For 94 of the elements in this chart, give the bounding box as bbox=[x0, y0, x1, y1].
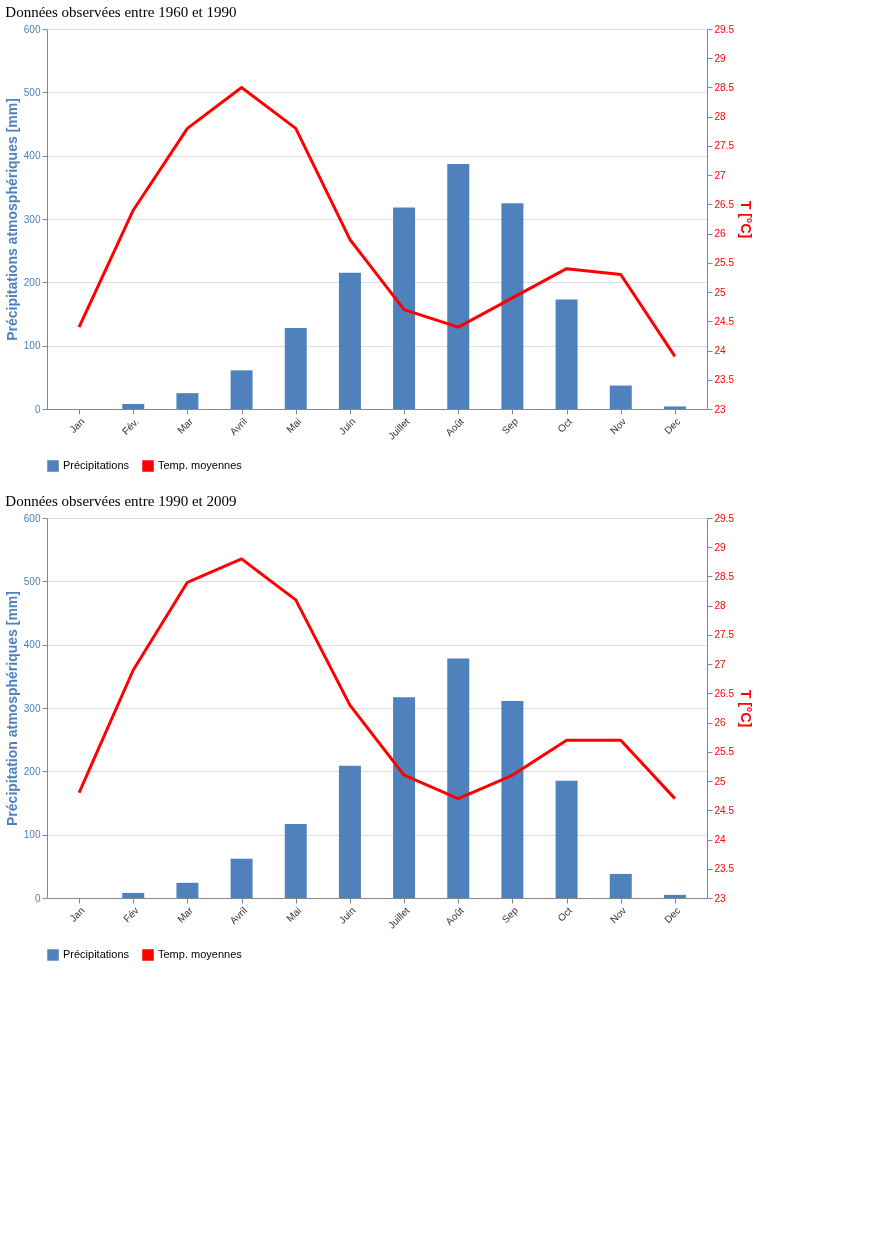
y2-tick-label: 28.5 bbox=[714, 81, 735, 93]
x-tick-label: Mar bbox=[175, 904, 196, 925]
bar bbox=[122, 403, 145, 409]
x-tick-label: Nov bbox=[607, 904, 629, 926]
bar bbox=[447, 163, 470, 409]
x-tick-label: Dec bbox=[662, 904, 683, 926]
y-tick-label: 600 bbox=[23, 23, 41, 35]
legend-label: Temp. moyennes bbox=[158, 459, 243, 471]
x-tick-label: Nov bbox=[607, 415, 629, 437]
legend-label: Précipitations bbox=[63, 459, 130, 471]
y2-tick-label: 24 bbox=[714, 345, 727, 357]
y2-tick-label: 25 bbox=[714, 286, 727, 298]
y2-tick-label: 28.5 bbox=[714, 570, 735, 582]
y2-tick-label: 24.5 bbox=[714, 804, 735, 816]
y2-tick-label: 29 bbox=[714, 541, 727, 553]
x-tick-label: Mai bbox=[284, 415, 304, 435]
bar bbox=[501, 701, 524, 898]
bar bbox=[176, 393, 199, 409]
y2-tick-label: 23 bbox=[714, 892, 727, 904]
y2-tick-label: 29.5 bbox=[714, 23, 735, 35]
bar bbox=[338, 765, 361, 898]
y-tick-label: 300 bbox=[23, 702, 41, 714]
y2-tick-label: 23.5 bbox=[714, 863, 735, 875]
bar bbox=[609, 873, 632, 898]
bar bbox=[284, 823, 307, 898]
y-tick-label: 100 bbox=[23, 340, 41, 352]
y-tick-label: 600 bbox=[23, 512, 41, 524]
y-tick-label: 0 bbox=[34, 892, 41, 904]
y2-tick-label: 25.5 bbox=[714, 746, 735, 758]
y-tick-label: 200 bbox=[23, 765, 41, 777]
bar bbox=[447, 658, 470, 898]
x-tick-label: Fév bbox=[121, 904, 141, 925]
y2-axis-title: T [°C] bbox=[737, 200, 754, 239]
bar bbox=[393, 697, 416, 898]
x-tick-label: Mai bbox=[284, 904, 304, 924]
line-series bbox=[77, 85, 677, 358]
y2-tick-label: 25.5 bbox=[714, 257, 735, 269]
legend-label: Temp. moyennes bbox=[158, 948, 243, 960]
y-tick-label: 400 bbox=[23, 150, 41, 162]
chart-title: Données observées entre 1990 et 2009 bbox=[5, 493, 237, 509]
x-tick-label: Sep bbox=[499, 904, 521, 926]
y2-tick-label: 24.5 bbox=[714, 315, 735, 327]
y-tick-label: 0 bbox=[34, 403, 41, 415]
y2-tick-label: 26 bbox=[714, 228, 727, 240]
y2-tick-label: 28 bbox=[714, 600, 727, 612]
bar bbox=[176, 882, 199, 898]
y-tick-label: 200 bbox=[23, 276, 41, 288]
y2-tick-label: 23.5 bbox=[714, 374, 735, 386]
y-tick-label: 500 bbox=[23, 575, 41, 587]
bar bbox=[609, 385, 632, 409]
bar bbox=[230, 858, 253, 898]
y-tick-label: 500 bbox=[23, 86, 41, 98]
x-tick-label: Mar bbox=[175, 415, 196, 436]
x-tick-label: Sep bbox=[499, 415, 521, 437]
bar bbox=[393, 207, 416, 409]
y2-tick-label: 26 bbox=[714, 717, 727, 729]
y-axis-title: Précipitation atmosphériques [mm] bbox=[3, 591, 20, 826]
bar bbox=[122, 892, 145, 898]
y-tick-label: 300 bbox=[23, 213, 41, 225]
x-tick-label: Oct bbox=[555, 415, 575, 435]
line-series bbox=[77, 557, 677, 801]
y-tick-label: 100 bbox=[23, 829, 41, 841]
bar bbox=[284, 327, 307, 409]
y-tick-label: 400 bbox=[23, 639, 41, 651]
x-tick-label: Dec bbox=[662, 415, 683, 437]
y2-tick-label: 27.5 bbox=[714, 140, 735, 152]
y2-tick-label: 23 bbox=[714, 403, 727, 415]
y2-tick-label: 29 bbox=[714, 52, 727, 64]
x-tick-label: Jan bbox=[67, 904, 87, 924]
legend-label: Précipitations bbox=[63, 948, 130, 960]
x-tick-label: Juin bbox=[336, 415, 358, 437]
y-axis-title: Précipitations atmosphériques [mm] bbox=[3, 98, 20, 341]
x-tick-label: Fév. bbox=[119, 415, 141, 437]
x-tick-label: Jan bbox=[67, 415, 87, 435]
y2-tick-label: 27.5 bbox=[714, 629, 735, 641]
y2-tick-label: 24 bbox=[714, 834, 727, 846]
bar bbox=[555, 299, 578, 409]
y2-axis-title: T [°C] bbox=[737, 689, 754, 728]
y2-tick-label: 28 bbox=[714, 111, 727, 123]
bar bbox=[501, 203, 524, 409]
chart-title: Données observées entre 1960 et 1990 bbox=[5, 4, 237, 20]
y2-tick-label: 29.5 bbox=[714, 512, 735, 524]
y2-tick-label: 27 bbox=[714, 169, 727, 181]
bar bbox=[338, 272, 361, 409]
y2-tick-label: 26.5 bbox=[714, 198, 735, 210]
x-tick-label: Oct bbox=[555, 904, 575, 924]
y2-tick-label: 25 bbox=[714, 775, 727, 787]
bar bbox=[663, 406, 686, 409]
bar bbox=[555, 780, 578, 898]
y2-tick-label: 27 bbox=[714, 658, 727, 670]
bar bbox=[230, 370, 253, 409]
x-tick-label: Juin bbox=[336, 904, 358, 926]
bar bbox=[663, 894, 686, 898]
y2-tick-label: 26.5 bbox=[714, 687, 735, 699]
